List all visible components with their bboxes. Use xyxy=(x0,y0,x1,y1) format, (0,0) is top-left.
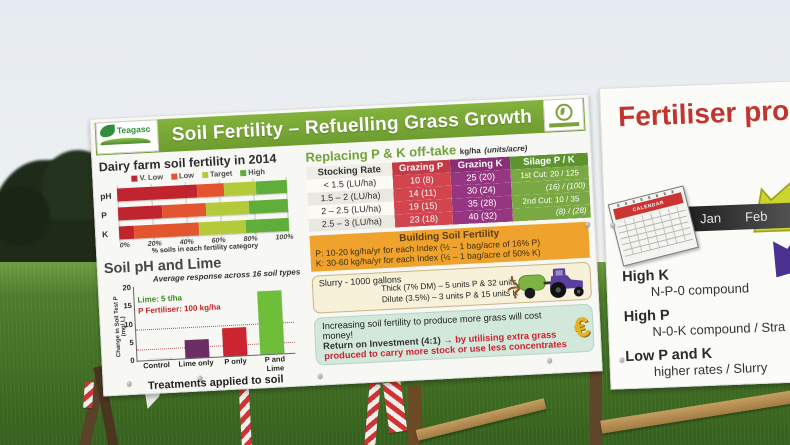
legend-label: High xyxy=(248,167,266,177)
rivet xyxy=(619,357,625,363)
wooden-post xyxy=(590,368,602,445)
logo-bar xyxy=(549,121,580,128)
stacked-bar-chart: pH P K xyxy=(100,176,290,243)
legend-label: Low xyxy=(178,170,195,181)
tractor-slurry-tanker-icon xyxy=(507,267,584,299)
stacked-bar-segment xyxy=(161,203,207,219)
bar-p-and-lime xyxy=(257,290,285,355)
stacked-bar-segment xyxy=(256,179,288,195)
bar-p-only xyxy=(221,327,248,357)
stacked-bar-p xyxy=(117,198,289,221)
y-tick: 15 xyxy=(123,301,133,311)
table-cell: 23 (18) xyxy=(394,211,454,228)
category-label: Control xyxy=(143,360,171,371)
stacked-bar-segment xyxy=(134,222,200,239)
tree-line xyxy=(0,186,50,246)
category-label: P and Lime xyxy=(264,354,286,374)
x-tick: 0% xyxy=(119,241,131,250)
legend-swatch xyxy=(201,171,209,179)
bar-control xyxy=(148,357,173,361)
slurry-box: Slurry - 1000 gallons Thick (7% DM) – 5 … xyxy=(311,261,593,314)
fertiliser-association-logo xyxy=(542,97,585,132)
y-tick: 5 xyxy=(129,337,134,347)
stacked-bar-ph xyxy=(116,179,288,202)
fertiliser-programme-title: Fertiliser pro xyxy=(617,94,790,133)
fertiliser-programme-sign: Fertiliser pro Jan Feb Mar CALENDAR High… xyxy=(599,78,790,390)
calendar-icon: CALENDAR xyxy=(607,185,699,267)
lime-bar-chart: Change in Soil Test P (mg/ L) 20 15 10 5… xyxy=(113,278,296,365)
teagasc-swoosh-icon xyxy=(99,124,116,138)
stacked-bar-segment xyxy=(118,225,135,240)
stacked-bar-segment xyxy=(196,183,225,198)
unit-sub: (units/acre) xyxy=(484,143,528,155)
marker-tape xyxy=(83,381,94,409)
stacked-bar-segment xyxy=(198,220,247,236)
legend-swatch xyxy=(240,169,247,177)
bar-lime-only xyxy=(184,338,210,359)
teagasc-logo-text: Teagasc xyxy=(116,123,151,136)
legend-swatch xyxy=(131,175,138,182)
y-tick: 10 xyxy=(124,319,133,329)
table-cell: 40 (32) xyxy=(452,208,514,225)
fertiliser-advice-list: High K N-P-0 compound High P N-0-K compo… xyxy=(622,260,790,389)
stacked-bar-segment xyxy=(246,217,290,234)
teagasc-logo: Teagasc xyxy=(95,119,160,155)
stacked-bar-segment xyxy=(117,205,163,221)
legend-item: Low xyxy=(170,170,195,181)
teagasc-hills-icon xyxy=(100,136,151,146)
legend-item: High xyxy=(240,167,265,177)
legend-item: V. Low xyxy=(131,172,163,183)
category-label: Lime only xyxy=(178,357,214,369)
legend-swatch xyxy=(170,173,178,180)
y-tick: 0 xyxy=(130,355,135,366)
offtake-table: Stocking Rate Grazing P Grazing K Silage… xyxy=(305,152,591,232)
legend-label: Target xyxy=(209,168,233,179)
unit-main: kg/ha xyxy=(459,146,481,157)
euro-icon: € xyxy=(571,311,593,344)
stacked-bar-segment xyxy=(223,181,257,197)
purple-arrow-icon xyxy=(773,218,790,278)
legend-label: V. Low xyxy=(139,172,164,183)
x-tick: 100% xyxy=(275,233,294,242)
legend-item: Target xyxy=(201,168,233,180)
leaf-icon xyxy=(554,102,573,121)
row-label-p: P xyxy=(100,210,108,221)
soil-fertility-sign: Teagasc Soil Fertility – Refuelling Gras… xyxy=(89,93,603,397)
category-label: P only xyxy=(224,356,247,367)
y-tick: 20 xyxy=(122,282,132,293)
row-label-ph: pH xyxy=(99,190,112,202)
month-jan: Jan xyxy=(699,210,722,227)
stacked-bar-segment xyxy=(248,198,289,214)
stacked-bar-segment xyxy=(206,200,250,217)
rivet xyxy=(585,221,591,227)
row-label-k: K xyxy=(101,229,109,240)
return-on-investment-box: Increasing soil fertility to produce mor… xyxy=(313,303,595,366)
table-cell: (8) / (28) xyxy=(512,204,591,222)
list-item: Low P and K higher rates / Slurry xyxy=(625,340,790,380)
list-item: High K N-P-0 compound xyxy=(622,260,790,300)
list-item: High P N-0-K compound / Stra xyxy=(624,300,790,340)
